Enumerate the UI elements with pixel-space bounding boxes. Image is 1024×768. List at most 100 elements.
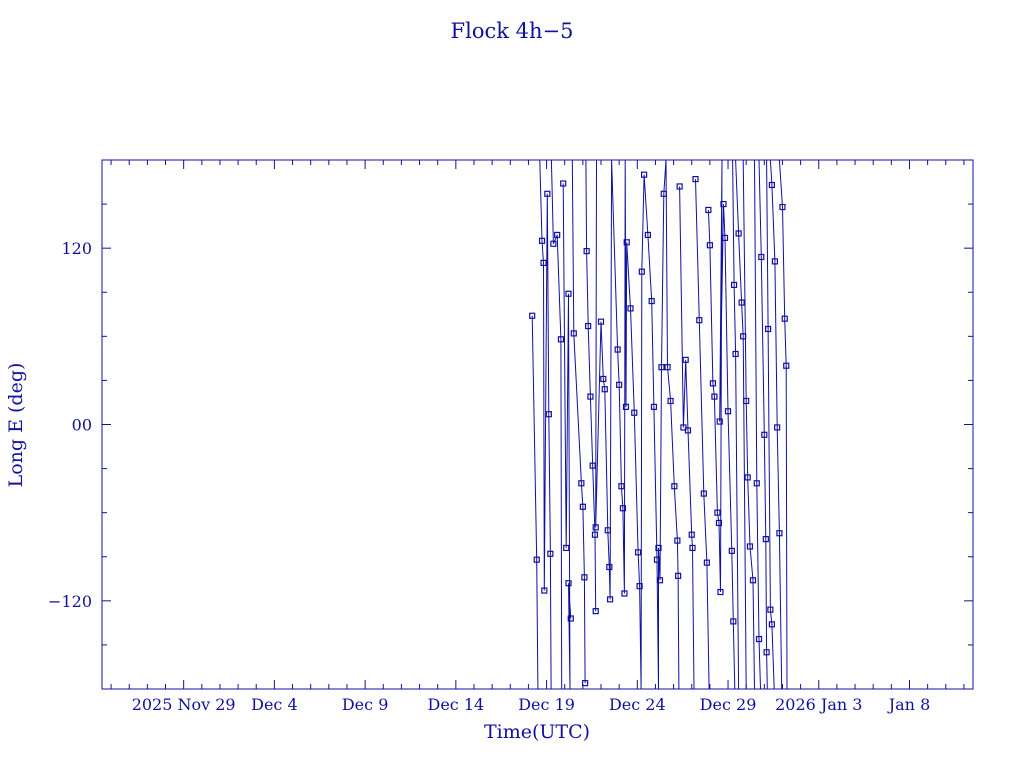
data-point xyxy=(676,183,683,190)
data-point xyxy=(763,649,770,656)
data-point xyxy=(730,281,738,289)
data-point xyxy=(700,490,707,497)
data-point xyxy=(538,237,546,244)
data-point xyxy=(711,393,718,400)
data-point xyxy=(696,317,703,324)
data-point xyxy=(703,559,710,566)
series-line xyxy=(531,315,539,690)
data-point xyxy=(674,537,681,544)
series-line xyxy=(769,159,783,690)
x-tick-label: 2025 Nov 29 xyxy=(132,695,236,714)
data-point xyxy=(755,635,763,643)
data-point xyxy=(614,346,621,353)
data-point xyxy=(771,258,779,265)
data-point xyxy=(715,519,723,527)
data-point xyxy=(720,200,727,208)
data-point xyxy=(567,615,574,622)
data-point xyxy=(591,531,599,538)
data-point xyxy=(627,305,634,312)
data-point xyxy=(746,543,754,550)
data-point xyxy=(638,268,645,275)
data-point xyxy=(688,531,695,538)
data-point xyxy=(618,483,625,490)
data-point xyxy=(716,418,723,425)
series-line xyxy=(735,159,747,690)
x-tick-label: 2026 Jan 3 xyxy=(775,695,862,714)
data-point xyxy=(597,318,605,325)
data-point xyxy=(655,544,662,552)
series-line xyxy=(585,159,597,612)
data-point xyxy=(761,431,768,438)
data-point xyxy=(650,403,658,410)
data-point xyxy=(768,621,775,628)
data-point xyxy=(732,350,739,358)
series-line xyxy=(707,159,736,690)
data-point xyxy=(706,242,713,249)
data-point xyxy=(738,299,745,306)
data-point xyxy=(705,206,712,214)
series-line xyxy=(766,159,775,690)
data-point xyxy=(578,480,585,487)
data-point xyxy=(682,356,689,363)
x-tick-label: Dec 24 xyxy=(609,695,666,714)
data-point xyxy=(585,322,592,330)
series-line xyxy=(550,159,563,690)
data-point xyxy=(656,577,664,584)
data-point xyxy=(541,587,548,594)
data-point xyxy=(730,618,737,625)
data-point xyxy=(744,474,751,481)
data-point xyxy=(781,315,788,322)
series-line xyxy=(562,183,572,690)
data-point xyxy=(533,556,540,563)
data-point xyxy=(622,403,630,410)
x-tick-labels: 2025 Nov 29 Dec 4 Dec 9 Dec 14 Dec 19 Dec 24 D… xyxy=(132,695,931,714)
x-tick-label: Dec 14 xyxy=(427,695,484,714)
data-point xyxy=(619,505,627,512)
y-axis-label: Long E (deg) xyxy=(5,363,27,488)
data-point xyxy=(636,583,643,590)
data-point xyxy=(604,527,611,534)
data-point xyxy=(606,596,614,603)
data-point xyxy=(783,362,790,369)
data-point xyxy=(675,572,682,579)
x-tick-label: Jan 8 xyxy=(887,695,931,714)
data-point xyxy=(581,574,588,581)
data-point xyxy=(765,325,772,333)
x-tick-label: Dec 9 xyxy=(342,695,389,714)
data-point xyxy=(644,231,651,239)
data-point xyxy=(587,393,594,400)
data-point xyxy=(776,530,783,537)
data-point xyxy=(743,397,750,405)
series-line xyxy=(679,186,695,690)
series-line xyxy=(595,159,680,690)
data-point xyxy=(721,234,729,241)
data-point xyxy=(621,590,628,597)
data-point xyxy=(550,240,557,247)
series-line xyxy=(539,159,552,690)
y-tick-label: −120 xyxy=(48,592,92,611)
x-tick-label: Dec 29 xyxy=(700,695,757,714)
data-point xyxy=(774,424,781,431)
y-tick-labels: −120 00 120 xyxy=(48,239,92,611)
x-tick-label: Dec 4 xyxy=(251,695,298,714)
data-point xyxy=(570,330,577,337)
data-point xyxy=(728,547,735,554)
data-point xyxy=(600,375,607,383)
data-point xyxy=(749,577,757,584)
data-point xyxy=(768,181,775,189)
data-point xyxy=(653,556,661,563)
series-layer xyxy=(529,159,790,690)
data-point xyxy=(540,259,547,266)
data-point xyxy=(563,544,570,552)
data-point xyxy=(557,336,565,343)
data-point xyxy=(740,333,747,340)
data-point xyxy=(623,239,630,246)
data-point xyxy=(589,462,596,469)
data-point xyxy=(592,524,599,531)
y-tick-label: 120 xyxy=(61,239,92,258)
data-point xyxy=(547,550,554,557)
series-line xyxy=(742,159,755,690)
data-point xyxy=(631,409,638,416)
data-point xyxy=(565,580,572,587)
